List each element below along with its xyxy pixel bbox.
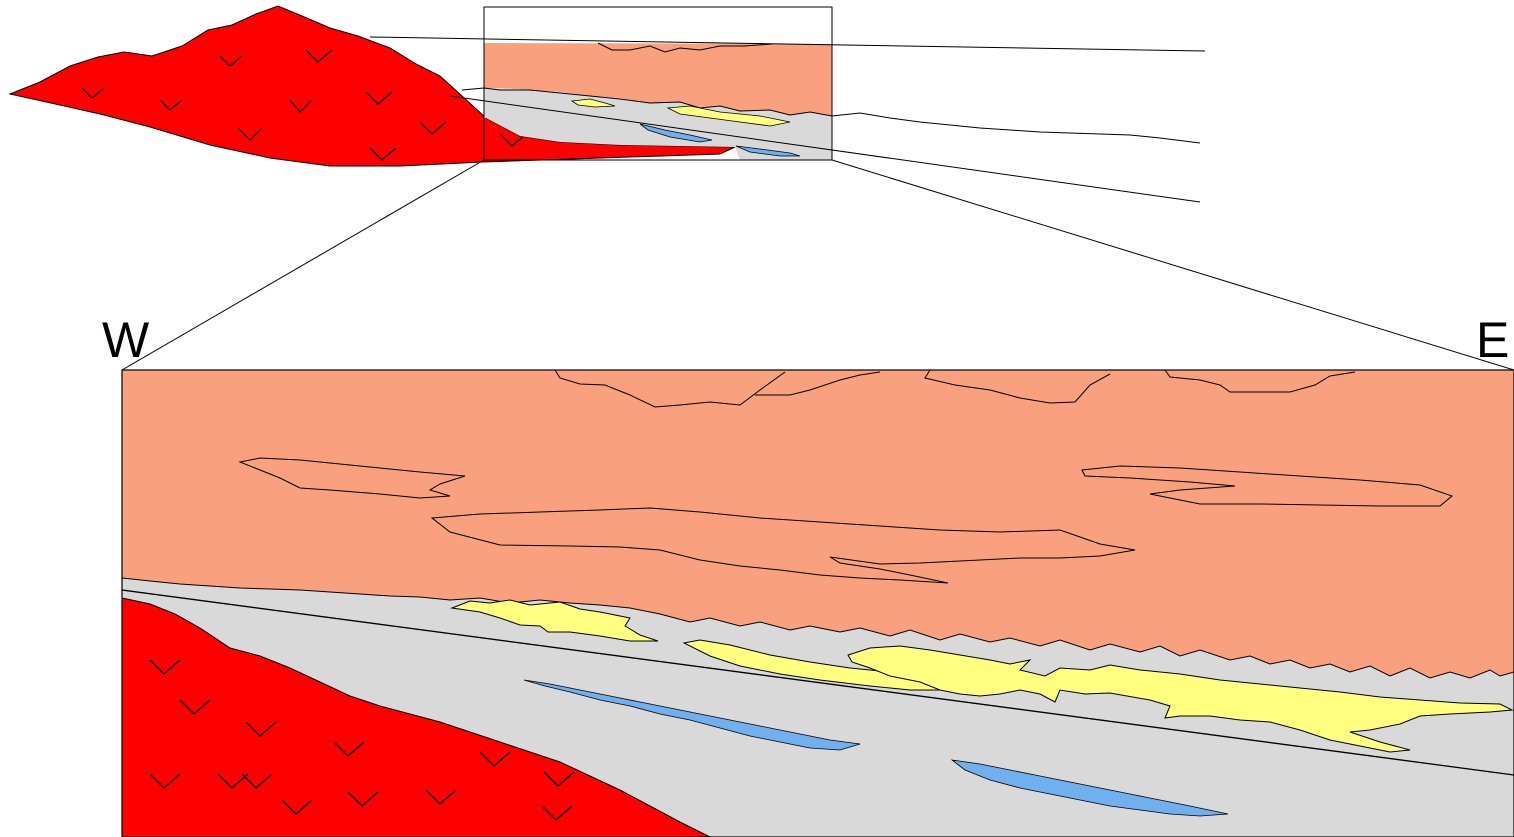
detail-top-cloud-1 (554, 369, 786, 408)
overview-section (8, 5, 1206, 203)
overview-shale (484, 88, 832, 160)
overview-water-lens-2 (735, 145, 801, 157)
detail-top-cloud-2 (755, 371, 881, 396)
east-label: E (1476, 312, 1509, 368)
detail-water-lens-2 (950, 759, 1229, 817)
overview-horizon-base (449, 95, 1201, 203)
zoom-connector-right (831, 159, 1514, 371)
detail-sandstone-base-line (121, 577, 1514, 679)
overview-sandstone (484, 43, 832, 116)
detail-sandstone-lens-2 (430, 507, 1136, 584)
detail-sand-lens-1 (450, 599, 659, 642)
detail-sandstone-lens-1 (238, 457, 466, 499)
overview-sandstone-top-jag (597, 42, 773, 53)
detail-section (121, 369, 1514, 837)
detail-chevrons (149, 659, 575, 821)
overview-water-lens-1 (639, 123, 713, 143)
west-label: W (102, 312, 150, 368)
detail-frame (121, 369, 1514, 837)
detail-top-cloud-3 (924, 369, 1111, 404)
detail-top-cloud-4 (1164, 369, 1356, 393)
detail-sand-lens-3 (847, 645, 1514, 753)
detail-water-lens-1 (523, 679, 861, 751)
overview-chevrons (81, 49, 527, 161)
overview-boundary (461, 87, 1201, 144)
detail-sandstone-lens-3 (1081, 465, 1454, 507)
zoom-box (483, 6, 833, 161)
detail-contact-line (121, 589, 1514, 776)
overview-horizon-top (369, 36, 1206, 52)
overview-sand-lens-2 (666, 105, 791, 127)
overview-volcanic-body (8, 5, 736, 167)
overview-sand-lens-1 (570, 98, 616, 108)
zoom-connector-left (121, 159, 485, 371)
